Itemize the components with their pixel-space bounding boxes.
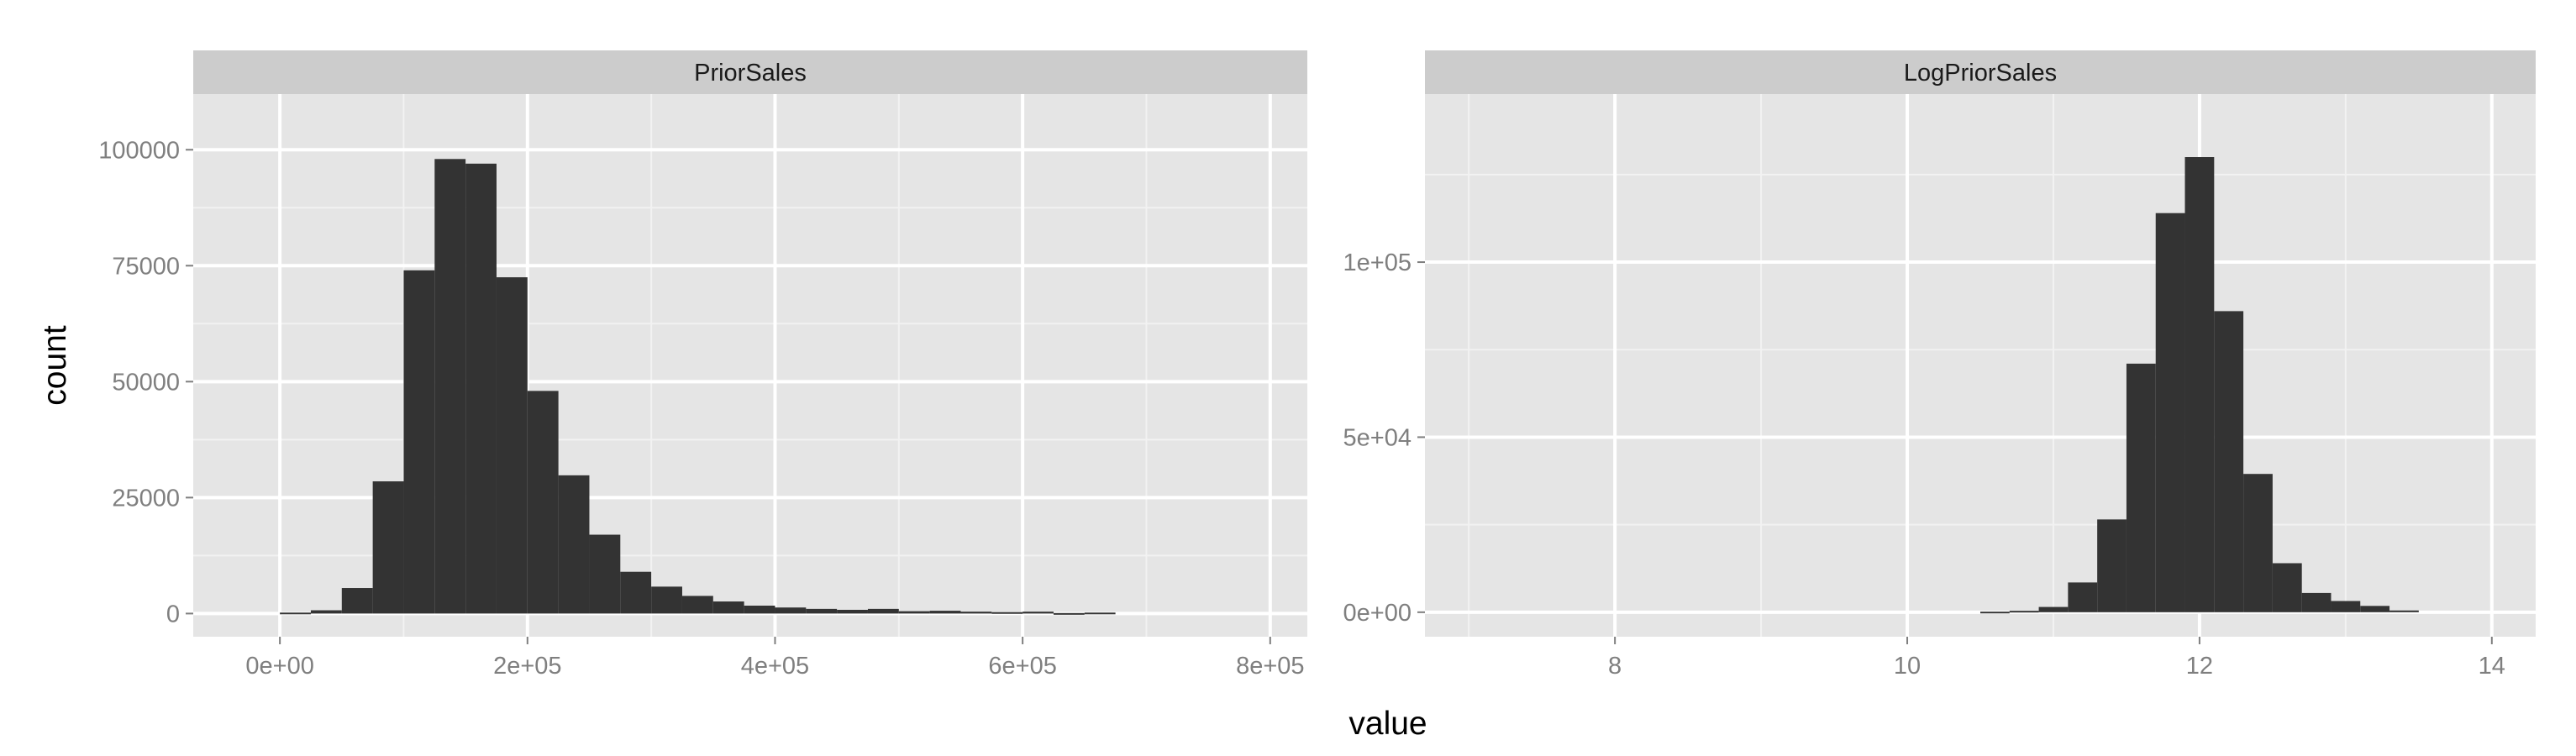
histogram-bar [898,611,930,614]
x-tick-label: 8e+05 [1236,653,1304,680]
histogram-bar [775,607,807,614]
histogram-bar [651,586,682,614]
facet-strip-title: PriorSales [694,60,807,87]
histogram-bar [2097,519,2127,612]
y-tick-label: 25000 [112,485,180,512]
histogram-bar [837,609,868,614]
histogram-bar [806,608,838,614]
histogram-bar [496,277,528,614]
x-tick-label: 10 [1894,653,1921,680]
histogram-bar [403,270,435,614]
histogram-bar [465,163,497,614]
x-axis-title: value [1348,706,1427,742]
histogram-bar [2068,582,2098,612]
y-axis-title: count [37,325,73,406]
y-tick-label: 1e+05 [1343,249,1412,276]
histogram-bar [2184,157,2215,612]
facet-strip [1425,50,2536,94]
histogram-bar [2389,610,2419,612]
y-tick-label: 50000 [112,369,180,396]
y-tick-label: 100000 [98,137,180,164]
histogram-bar [2038,606,2069,612]
histogram-bar [929,611,961,614]
y-tick-label: 5e+04 [1343,424,1412,451]
y-tick-label: 0e+00 [1343,600,1412,627]
histogram-bar [2155,213,2185,612]
histogram-bar [2126,363,2156,612]
histogram-bar [372,481,404,614]
histogram-bar [2214,311,2244,612]
histogram-bar [681,596,713,614]
histogram-bar [589,534,621,614]
panel-prior-sales: PriorSales 0e+00 2e+05 4e+05 6e+05 8e+05 0 2500… [98,50,1307,680]
histogram-bar [434,159,466,614]
histogram-bar [960,612,992,614]
histogram-bar [527,391,559,614]
histogram-bar [2009,611,2039,613]
y-tick-label: 0 [166,601,180,627]
x-tick-label: 4e+05 [741,653,809,680]
x-tick-label: 14 [2479,653,2505,680]
histogram-bar [280,612,311,615]
histogram-bar [867,608,899,614]
facet-strip-title: LogPriorSales [1904,60,2057,87]
histogram-bar [744,606,775,614]
histogram-bar [1980,612,2010,614]
histogram-bar [558,475,590,614]
histogram-bar [1053,612,1085,615]
panel-log-prior-sales: LogPriorSales 8 10 12 14 0e+00 5e+04 1e+05 [1343,50,2536,680]
histogram-bar [2301,592,2332,612]
histogram-bar [2243,474,2273,612]
histogram-bar [310,610,342,614]
histogram-bar [712,601,744,614]
histogram-bar [991,612,1023,614]
panel-background [1425,94,2536,637]
x-tick-label: 0e+00 [245,653,313,680]
x-tick-label: 12 [2186,653,2213,680]
facet-strip [193,50,1307,94]
histogram-bar [341,588,373,614]
x-tick-label: 2e+05 [493,653,561,680]
histogram-bar [1084,612,1116,615]
histogram-bar [1023,612,1054,614]
histogram-bar [2360,606,2390,612]
x-tick-label: 8 [1608,653,1622,680]
histogram-bar [2331,601,2361,612]
x-tick-label: 6e+05 [988,653,1056,680]
histogram-bar [620,571,652,614]
y-tick-label: 75000 [112,253,180,280]
histogram-bar [2272,563,2302,612]
